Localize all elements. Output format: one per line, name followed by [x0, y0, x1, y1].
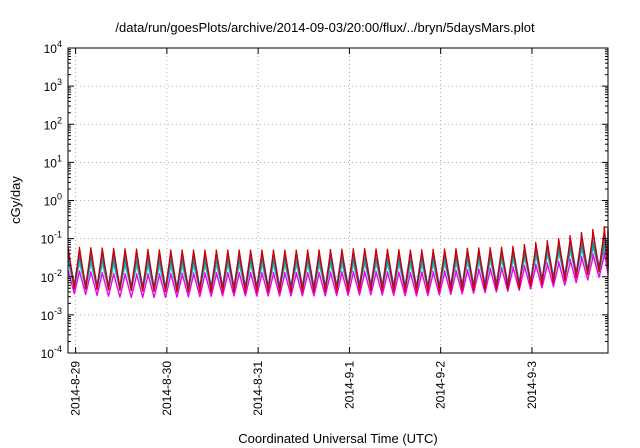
x-tick-label: 2014-8-29	[69, 361, 83, 416]
series-line	[67, 242, 609, 293]
y-axis-label: cGy/day	[8, 176, 23, 224]
chart-title: /data/run/goesPlots/archive/2014-09-03/2…	[115, 20, 535, 35]
x-tick-label: 2014-9-1	[342, 361, 356, 409]
y-tick-label: 10-2	[41, 268, 62, 285]
y-tick-label: 100	[44, 192, 62, 209]
series-line	[67, 238, 609, 291]
y-tick-label: 10-3	[41, 306, 62, 323]
y-tick-label: 104	[44, 39, 62, 56]
y-tick-label: 103	[44, 77, 62, 94]
x-tick-label: 2014-8-31	[251, 361, 265, 416]
y-tick-label: 102	[44, 115, 62, 132]
grid	[68, 48, 608, 353]
series-line	[67, 250, 609, 299]
x-tick-label: 2014-9-3	[525, 361, 539, 409]
y-tick-labels: 10-4 10-3 10-2 10-1 100 101 102 103 104	[41, 39, 608, 361]
y-tick-label: 10-1	[41, 230, 62, 247]
series-line	[67, 225, 609, 293]
x-tick-label: 2014-8-30	[160, 361, 174, 416]
x-tick-labels: 2014-8-29 2014-8-30 2014-8-31 2014-9-1 2014-…	[69, 48, 539, 416]
y-tick-label: 101	[44, 153, 62, 170]
x-axis-label: Coordinated Universal Time (UTC)	[238, 431, 437, 446]
series-group	[67, 225, 609, 299]
y-tick-label: 10-4	[41, 344, 62, 361]
x-tick-label: 2014-9-2	[434, 361, 448, 409]
